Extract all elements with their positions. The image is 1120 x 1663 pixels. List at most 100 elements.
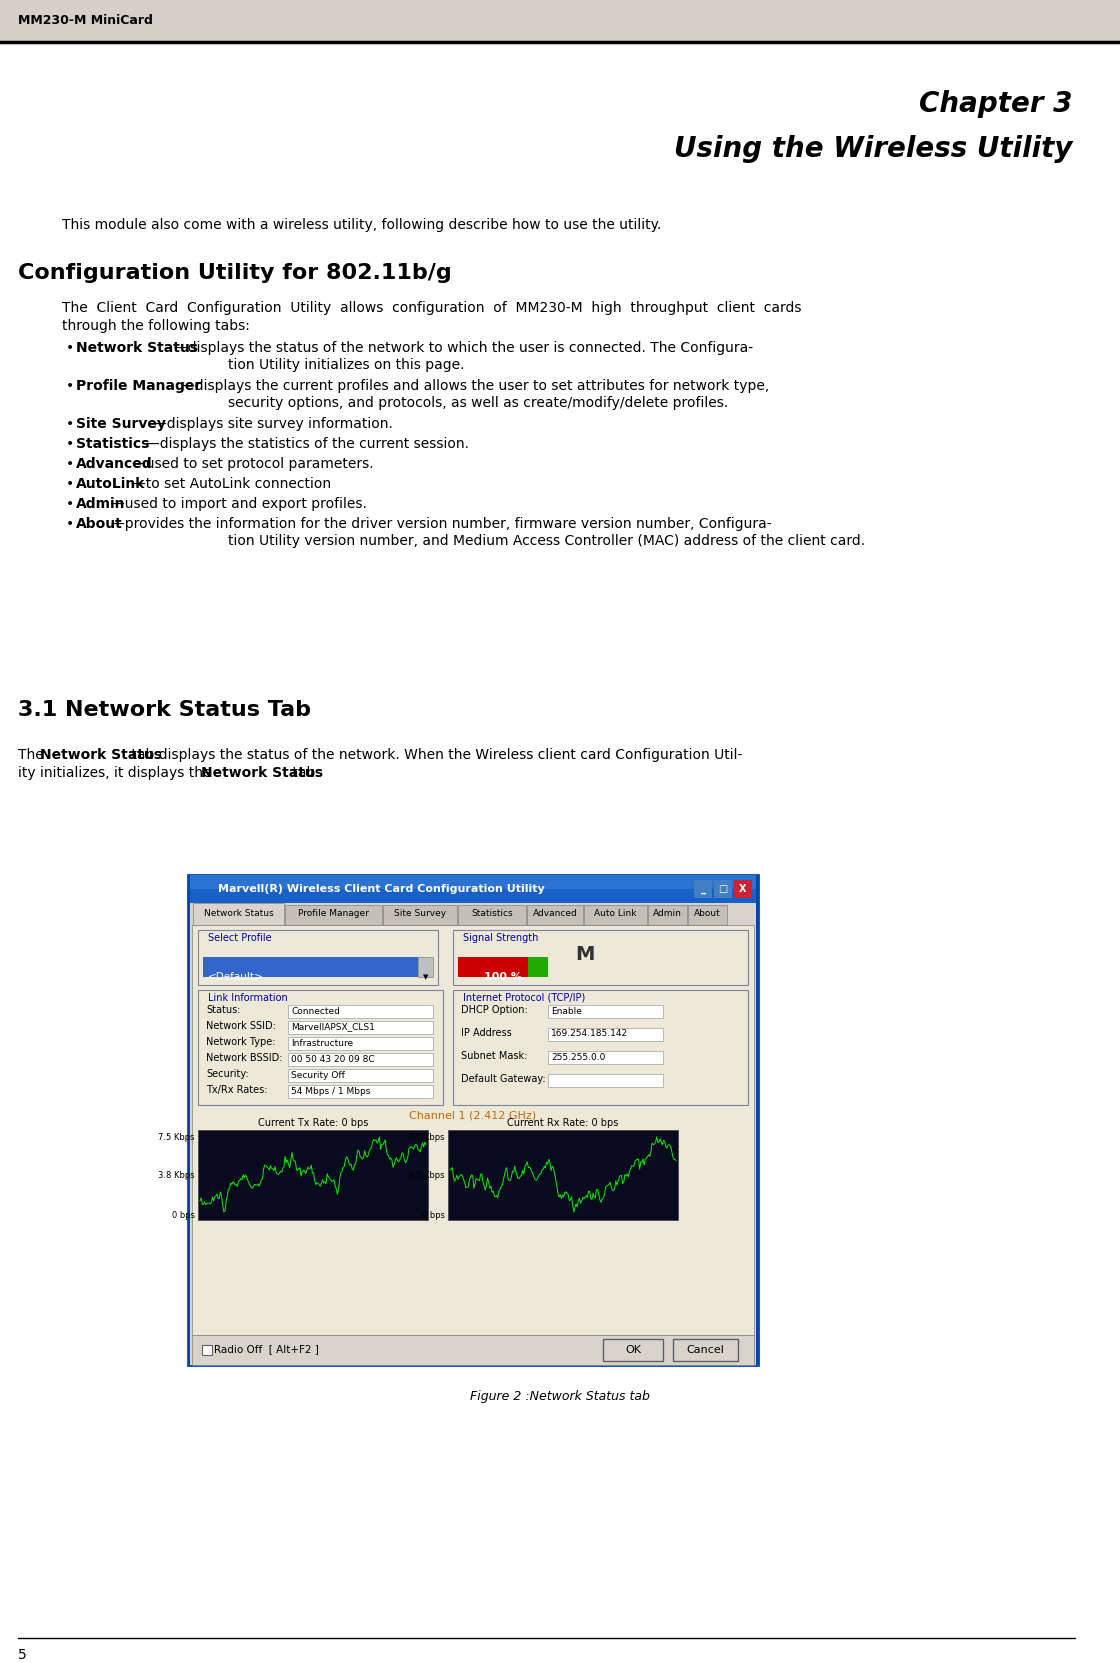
Bar [190, 875, 756, 903]
Bar [548, 1028, 663, 1041]
Text: □: □ [718, 885, 728, 895]
Text: tion Utility version number, and Medium Access Controller (MAC) address of the c: tion Utility version number, and Medium … [228, 534, 865, 549]
Text: Signal Strength: Signal Strength [463, 933, 539, 943]
Text: 54 Mbps / 1 Mbps: 54 Mbps / 1 Mbps [291, 1086, 371, 1096]
Text: Configuration Utility for 802.11b/g: Configuration Utility for 802.11b/g [18, 263, 451, 283]
Bar [190, 903, 756, 1365]
Text: —used to set protocol parameters.: —used to set protocol parameters. [132, 457, 374, 471]
Bar [288, 1004, 433, 1018]
Bar [418, 956, 433, 976]
Text: Cancel: Cancel [687, 1345, 725, 1355]
Text: •: • [66, 379, 74, 392]
Text: Security Off: Security Off [291, 1071, 345, 1079]
Bar [734, 880, 752, 898]
Text: 169.254.185.142: 169.254.185.142 [551, 1029, 628, 1038]
Text: Default Gateway:: Default Gateway: [461, 1074, 545, 1084]
Text: tion Utility initializes on this page.: tion Utility initializes on this page. [228, 358, 465, 373]
Text: About: About [76, 517, 123, 530]
Text: Admin: Admin [76, 497, 125, 511]
Bar [193, 903, 284, 925]
Bar [558, 935, 613, 975]
Bar [458, 956, 528, 976]
Text: Select Profile: Select Profile [208, 933, 272, 943]
Bar [528, 905, 584, 925]
Bar [383, 905, 457, 925]
Text: •: • [66, 517, 74, 530]
Text: Infrastructure: Infrastructure [291, 1038, 353, 1048]
Bar [694, 880, 712, 898]
Text: Connected: Connected [291, 1006, 339, 1016]
Bar [198, 1129, 428, 1221]
Text: Advanced: Advanced [76, 457, 152, 471]
Bar [198, 989, 444, 1104]
Text: Using the Wireless Utility: Using the Wireless Utility [673, 135, 1072, 163]
Text: ity initializes, it displays the: ity initializes, it displays the [18, 767, 216, 780]
Text: Security:: Security: [206, 1069, 249, 1079]
Text: Tx/Rx Rates:: Tx/Rx Rates: [206, 1084, 268, 1094]
Text: 0 bps: 0 bps [172, 1211, 195, 1219]
Text: through the following tabs:: through the following tabs: [62, 319, 250, 333]
Text: Figure 2 :Network Status tab: Figure 2 :Network Status tab [470, 1390, 650, 1404]
Text: _: _ [701, 885, 706, 895]
Text: 100 %: 100 % [484, 971, 522, 981]
Text: 5: 5 [18, 1648, 27, 1661]
Text: Internet Protocol (TCP/IP): Internet Protocol (TCP/IP) [463, 993, 586, 1003]
Bar [458, 905, 526, 925]
Text: 0 bps: 0 bps [422, 1211, 445, 1219]
Text: 7.0 Kbps: 7.0 Kbps [409, 1134, 445, 1142]
Text: Profile Manager: Profile Manager [76, 379, 202, 392]
Text: The  Client  Card  Configuration  Utility  allows  configuration  of  MM230-M  h: The Client Card Configuration Utility al… [62, 301, 802, 314]
Bar [288, 1021, 433, 1034]
Bar [286, 905, 382, 925]
Bar [452, 930, 748, 984]
Bar [192, 1335, 754, 1365]
Bar [288, 1053, 433, 1066]
Text: •: • [66, 457, 74, 471]
Text: Advanced: Advanced [533, 910, 578, 918]
Bar [647, 905, 687, 925]
Text: Chapter 3: Chapter 3 [918, 90, 1072, 118]
Bar [192, 903, 754, 925]
Bar [198, 930, 438, 984]
Text: MarvellAPSX_CLS1: MarvellAPSX_CLS1 [291, 1023, 375, 1031]
Text: —used to import and export profiles.: —used to import and export profiles. [111, 497, 367, 511]
Bar [202, 1345, 212, 1355]
Text: Profile Manager: Profile Manager [298, 910, 370, 918]
Text: ▼: ▼ [423, 975, 429, 980]
Text: IP Address: IP Address [461, 1028, 512, 1038]
Bar [548, 1051, 663, 1064]
Bar [192, 925, 754, 1335]
Text: —provides the information for the driver version number, firmware version number: —provides the information for the driver… [111, 517, 772, 530]
Text: —displays the statistics of the current session.: —displays the statistics of the current … [146, 437, 469, 451]
Bar [288, 1069, 433, 1083]
Text: 3.8 Kbps: 3.8 Kbps [158, 1171, 195, 1179]
Text: OK: OK [625, 1345, 641, 1355]
Bar [715, 880, 732, 898]
Text: 3.1 Network Status Tab: 3.1 Network Status Tab [18, 700, 311, 720]
Text: M: M [576, 946, 595, 965]
Text: Network Type:: Network Type: [206, 1038, 276, 1048]
Text: Enable: Enable [551, 1006, 582, 1016]
Bar [548, 1074, 663, 1088]
Text: Statistics: Statistics [472, 910, 513, 918]
Text: AutoLink: AutoLink [76, 477, 146, 491]
Text: Network Status: Network Status [40, 748, 162, 762]
Bar [188, 875, 758, 1365]
Text: •: • [66, 341, 74, 354]
Text: Radio Off  [ Alt+F2 ]: Radio Off [ Alt+F2 ] [214, 1344, 319, 1354]
Text: Statistics: Statistics [76, 437, 149, 451]
Text: About: About [693, 910, 720, 918]
Bar [548, 1004, 663, 1018]
Text: —displays the status of the network to which the user is connected. The Configur: —displays the status of the network to w… [174, 341, 753, 354]
Text: Admin: Admin [653, 910, 682, 918]
Text: The: The [18, 748, 48, 762]
Bar [585, 905, 646, 925]
Bar [288, 1038, 433, 1049]
Text: tab displays the status of the network. When the Wireless client card Configurat: tab displays the status of the network. … [127, 748, 743, 762]
Text: Current Rx Rate: 0 bps: Current Rx Rate: 0 bps [507, 1118, 618, 1128]
Text: •: • [66, 437, 74, 451]
Text: 3.5 Kbps: 3.5 Kbps [409, 1171, 445, 1179]
Bar [190, 875, 756, 890]
Bar [452, 989, 748, 1104]
Text: Marvell(R) Wireless Client Card Configuration Utility: Marvell(R) Wireless Client Card Configur… [218, 885, 544, 895]
